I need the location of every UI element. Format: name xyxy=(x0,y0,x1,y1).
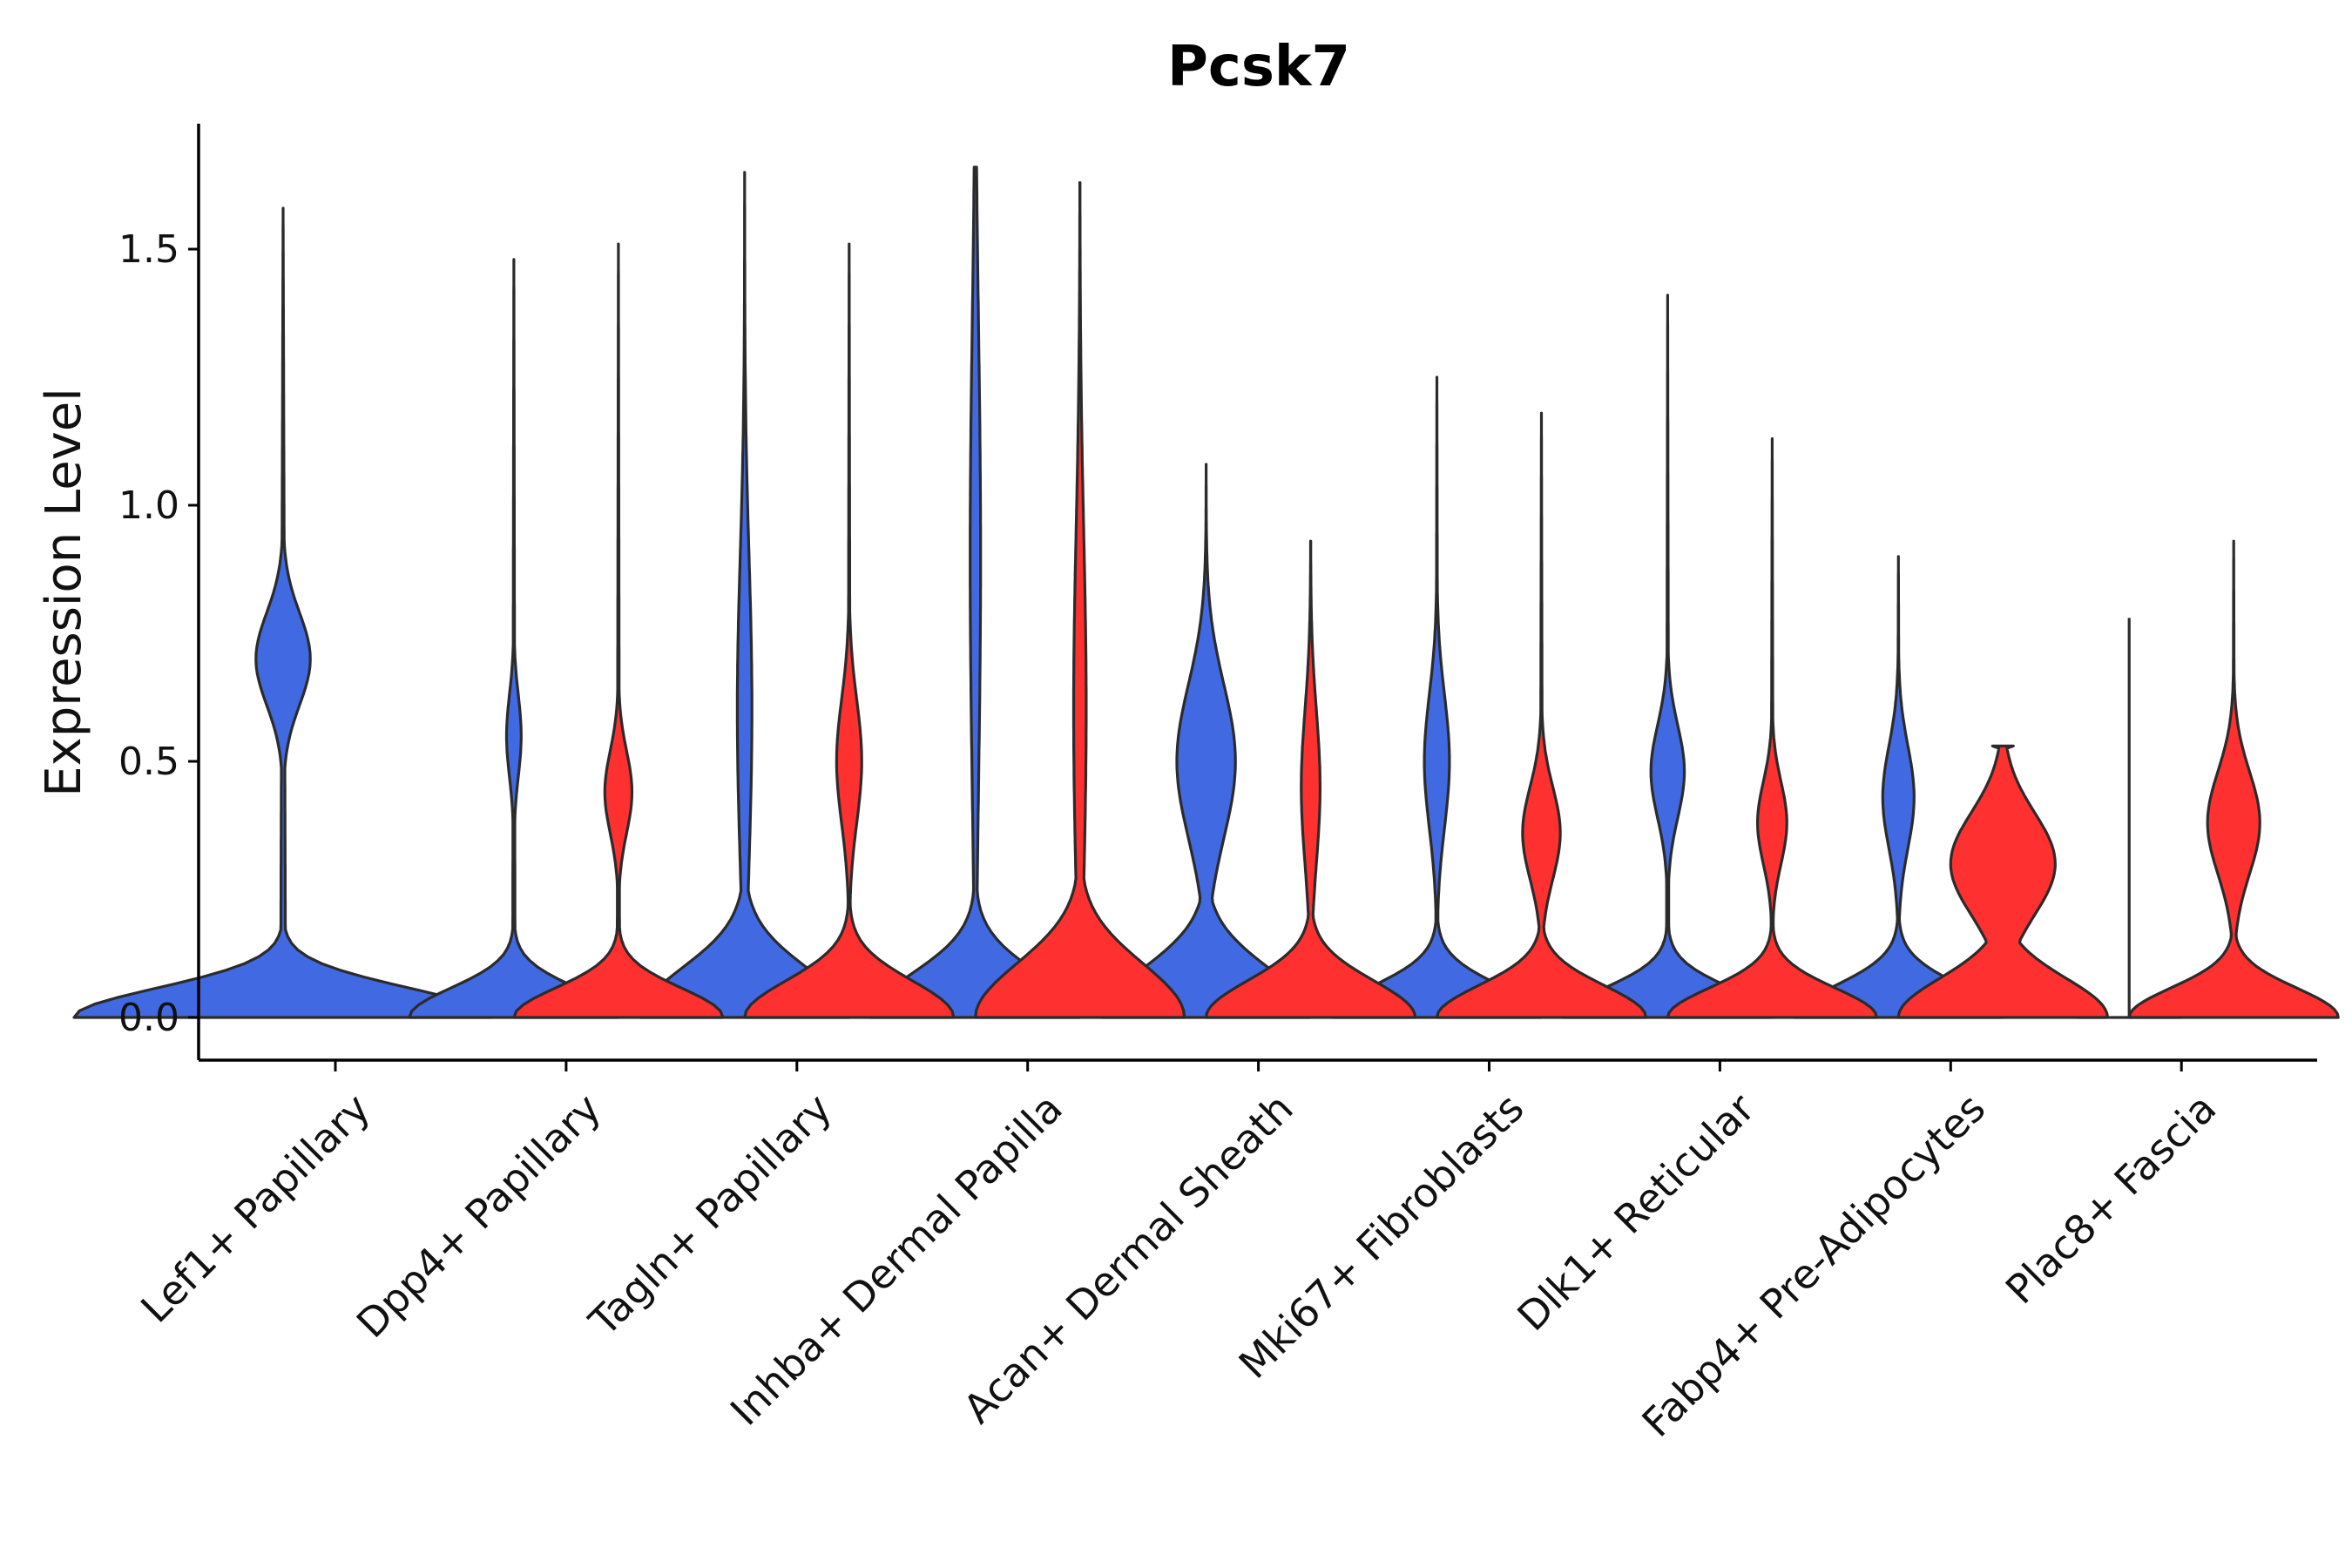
y-tick-label: 0.5 xyxy=(118,740,179,784)
violin-group-1-6 xyxy=(1561,294,1774,1019)
x-category-label: Lef1+ Papillary xyxy=(132,1085,379,1332)
violin-group-1-1 xyxy=(408,258,620,1019)
y-tick-label: 1.5 xyxy=(118,227,179,272)
violin-group-1-2 xyxy=(639,171,851,1019)
chart-title: Pcsk7 xyxy=(1167,35,1350,99)
violin-group-2-3 xyxy=(974,181,1186,1019)
x-category-label: Tagln+ Papillary xyxy=(579,1085,841,1346)
violin-group-1-3 xyxy=(869,166,1082,1019)
violin-group-2-2 xyxy=(743,242,956,1019)
x-category-label: Dpp4+ Papillary xyxy=(348,1085,610,1347)
violin-group-2-7 xyxy=(1896,744,2109,1019)
y-tick-label: 1.0 xyxy=(118,483,179,528)
violin-group-1-5 xyxy=(1330,375,1544,1019)
violin-group-1-4 xyxy=(1100,463,1313,1019)
y-axis-title: Expression Level xyxy=(36,388,92,797)
violin-group-1-7 xyxy=(1792,555,2004,1019)
violin-group-2-1 xyxy=(512,242,725,1019)
x-category-label: Dlk1+ Reticular xyxy=(1508,1085,1763,1340)
violin-group-2-4 xyxy=(1205,539,1417,1019)
violin-group-2-8 xyxy=(2127,539,2340,1019)
violin-group-2-5 xyxy=(1435,411,1648,1019)
y-tick-label: 0.0 xyxy=(118,996,179,1040)
violin-group-2-6 xyxy=(1666,437,1878,1019)
violins-layer xyxy=(72,166,2340,1019)
x-category-label: Plac8+ Fascia xyxy=(1997,1085,2225,1313)
violin-group-1-0 xyxy=(72,206,494,1019)
